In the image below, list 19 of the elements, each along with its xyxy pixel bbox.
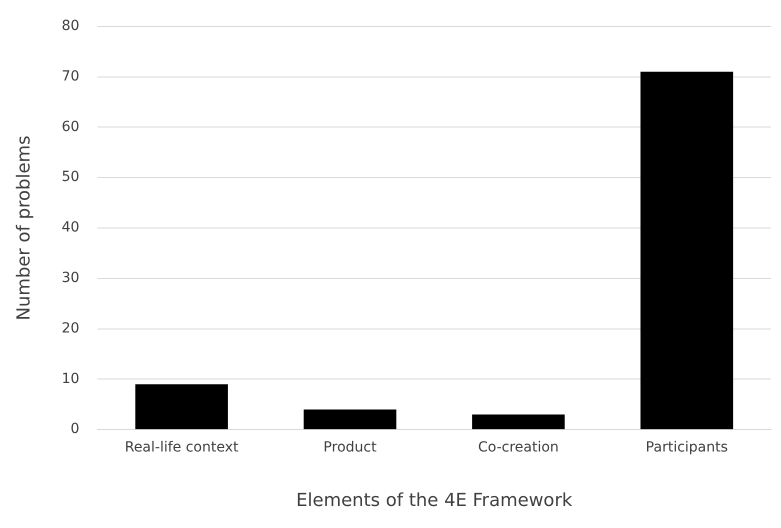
x-tick-label: Co-creation [478, 440, 559, 456]
y-axis-title: Number of problems [13, 136, 34, 320]
bar [135, 384, 228, 430]
bar [472, 414, 565, 430]
y-tick-label: 40 [62, 220, 80, 236]
bar [640, 72, 734, 430]
y-tick-label: 50 [62, 169, 80, 186]
y-tick-label: 20 [62, 320, 80, 336]
x-tick-label: Participants [646, 440, 728, 456]
x-tick-label: Product [323, 440, 378, 456]
y-tick-label: 80 [62, 18, 80, 34]
x-tick-label: Real-life context [124, 440, 240, 456]
y-tick-label: 30 [62, 270, 80, 286]
bar [304, 409, 396, 430]
y-tick-label: 60 [62, 118, 80, 135]
y-tick-label: 0 [70, 421, 80, 438]
y-tick-label: 70 [62, 68, 80, 84]
y-tick-label: 10 [62, 370, 80, 387]
x-axis-title: Elements of the 4E Framework [296, 490, 573, 511]
